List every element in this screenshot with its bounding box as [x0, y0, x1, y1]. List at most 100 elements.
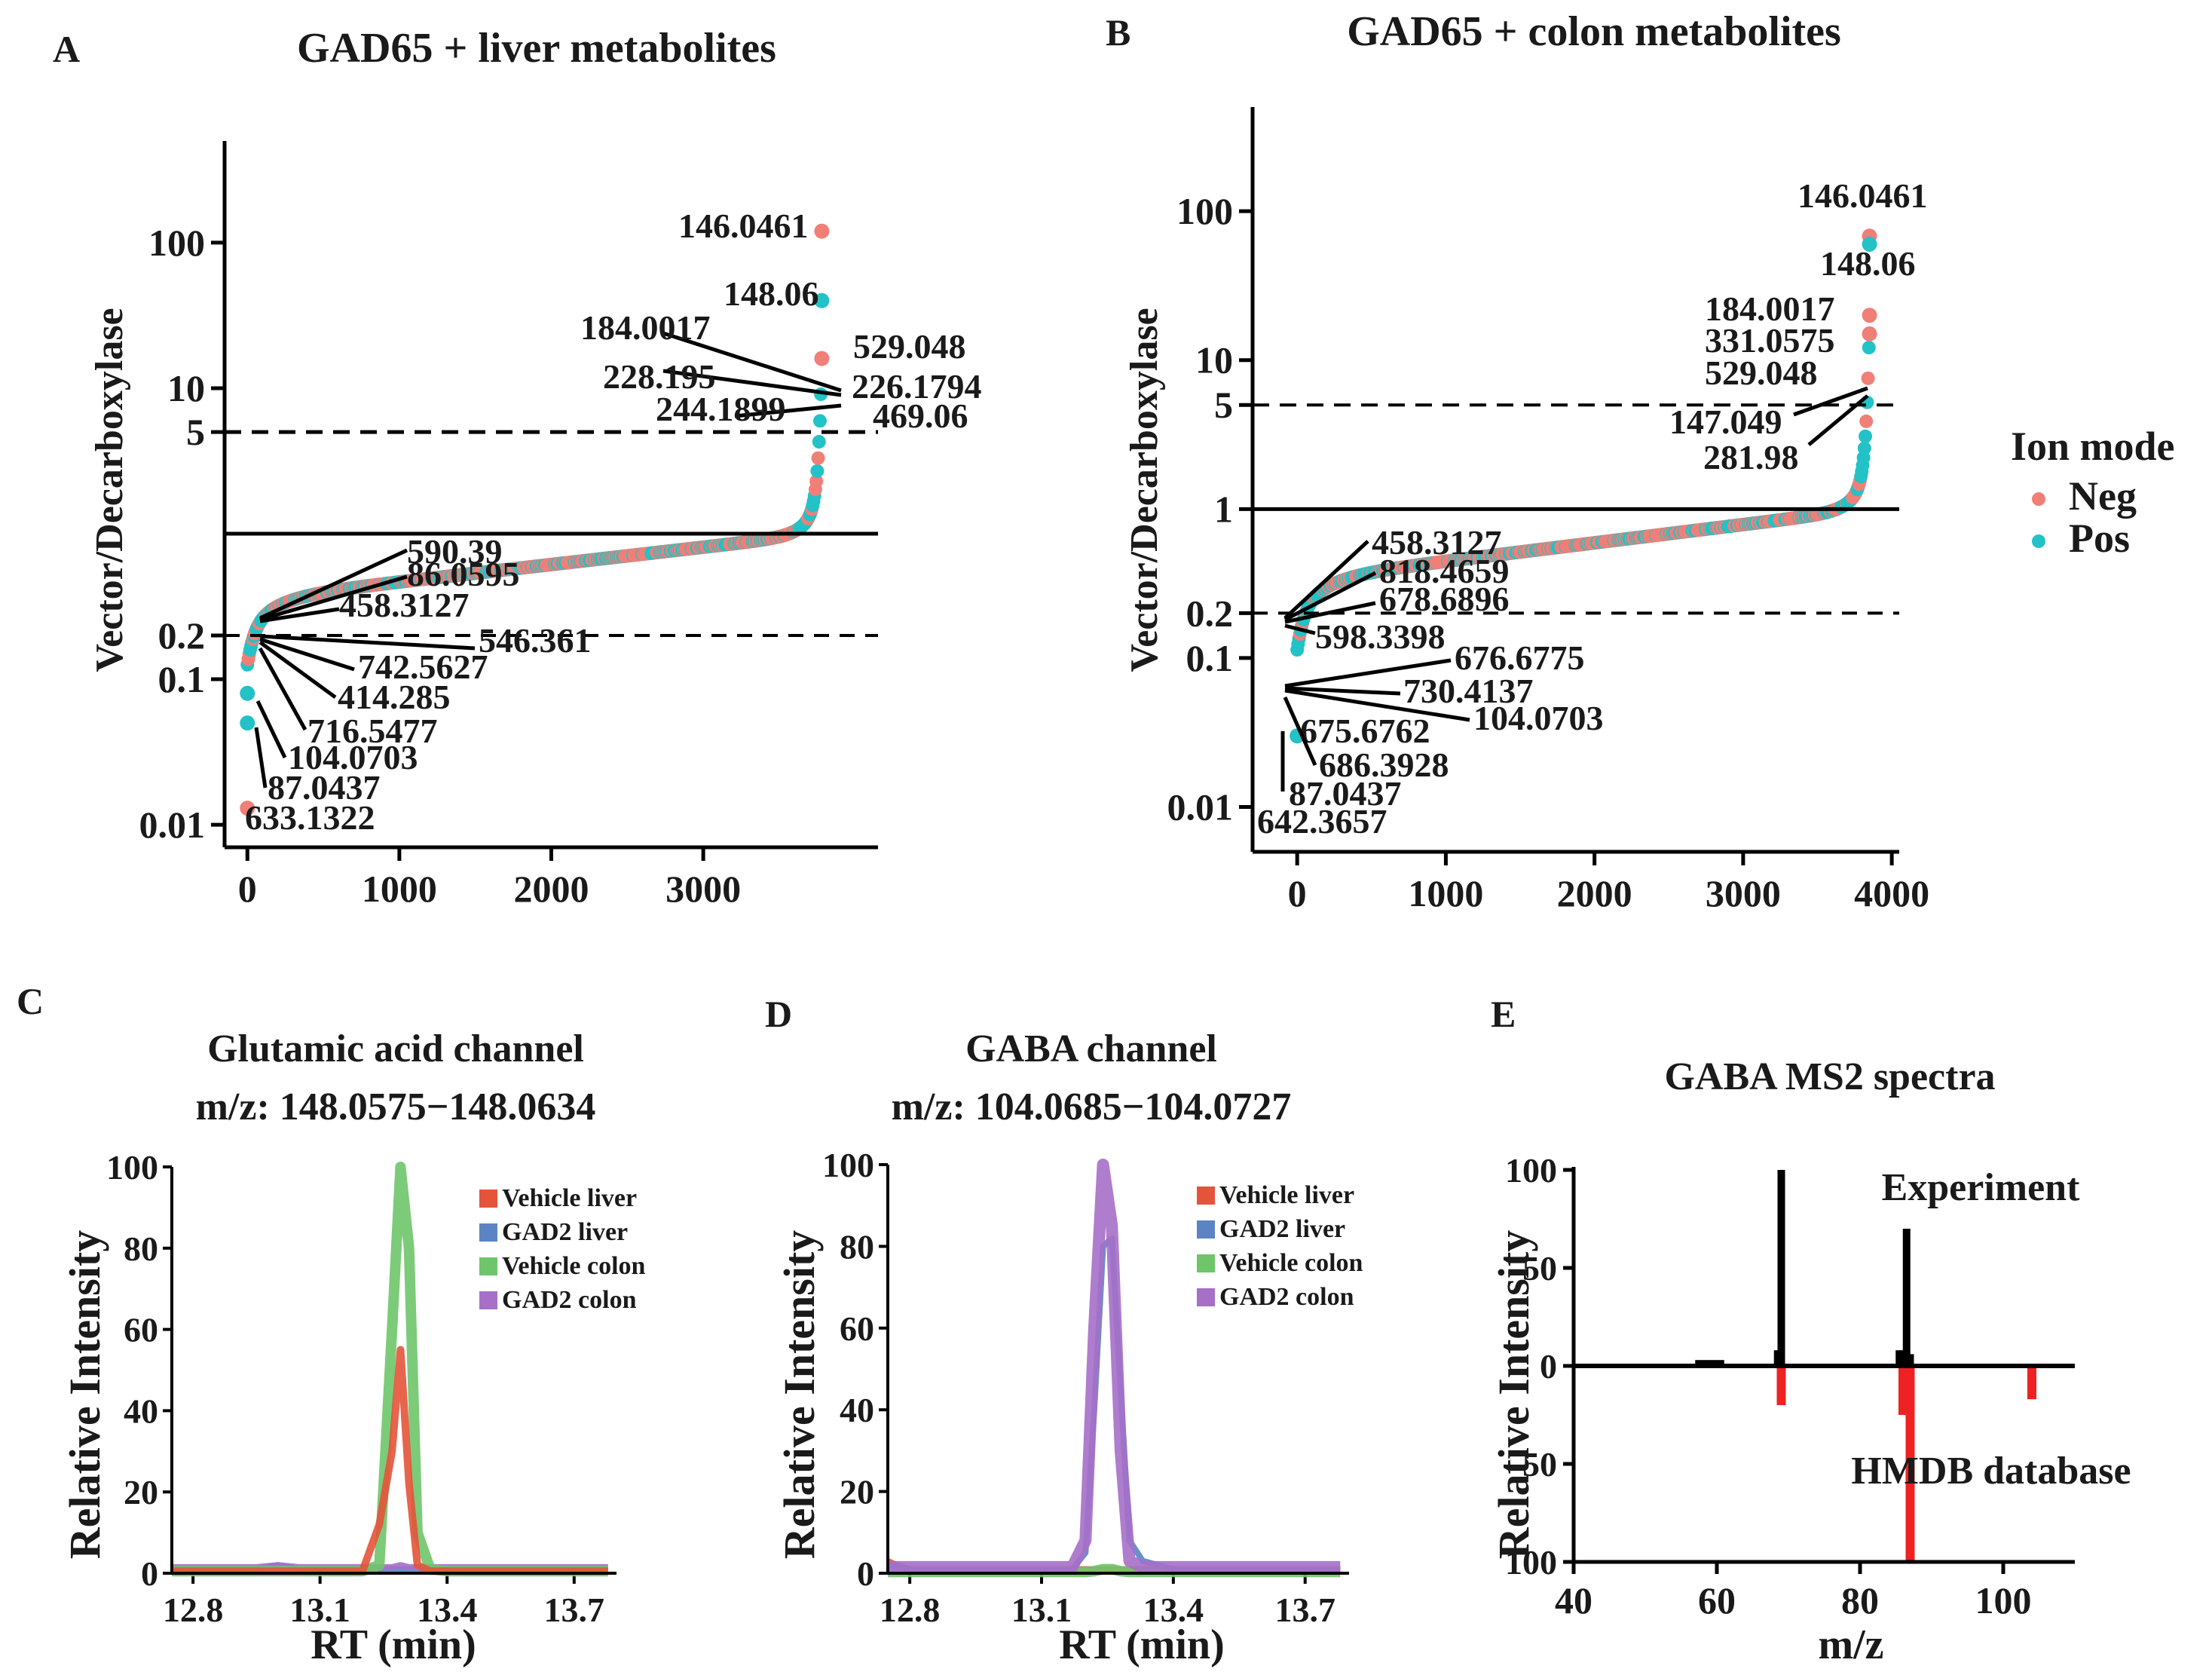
panel-e-x-axis-label: m/z — [1818, 1621, 1883, 1668]
key-point-pos — [240, 715, 255, 731]
panel-c-title-line-1: Glutamic acid channel — [207, 1027, 584, 1070]
panel-e-title: GABA MS2 spectra — [1664, 1055, 1995, 1098]
experiment-peak-bar — [1906, 1354, 1914, 1366]
panel-b-down-leader-line — [1284, 686, 1401, 696]
panel-a-up-label: 184.0017 — [580, 308, 711, 347]
panel-c-legend-label: GAD2 liver — [502, 1218, 628, 1246]
panel-b-down-label: 104.0703 — [1473, 699, 1604, 737]
panel-d-legend-swatch — [1197, 1220, 1215, 1239]
panel-c-legend-swatch — [479, 1223, 497, 1242]
panel-a-y-tick-label: 5 — [186, 411, 205, 453]
panel-d-y-tick-label: 60 — [840, 1309, 874, 1348]
panel-b-up-leader-line — [1793, 386, 1868, 417]
panel-e-y-ticks: 100 50 0 50 100 — [1505, 1151, 1574, 1582]
panel-a-y-tick-label: 0.1 — [158, 658, 206, 700]
panel-e-y-tick-label: 0 — [1540, 1347, 1557, 1386]
panel-b-y-ticks: 100 105 1 0.20.1 0.01 — [1167, 190, 1253, 828]
panel-d-y-tick-label: 20 — [840, 1473, 874, 1511]
panel-e-hmdb-label: HMDB database — [1851, 1450, 2131, 1493]
panel-c-y-axis-label: Relative Intensity — [60, 1230, 109, 1560]
panel-a-down-leader-line — [259, 637, 355, 672]
panel-b-y-tick-label: 0.2 — [1186, 592, 1234, 634]
panel-c-legend-label: Vehicle colon — [502, 1252, 646, 1280]
panel-b-y-tick-label: 100 — [1176, 190, 1233, 232]
point-pos — [812, 435, 826, 449]
panel-d-legend-swatch — [1197, 1254, 1215, 1272]
panel-b-y-axis-label: Vector/Decarboxylase — [1123, 308, 1166, 672]
panel-d-y-tick-label: 100 — [822, 1146, 874, 1184]
panel-b-down-label: 642.3657 — [1257, 802, 1387, 841]
panel-a-down-leader-line — [259, 548, 408, 620]
panel-a-down-leader-line — [259, 640, 337, 700]
panel-d: D GABA channel m/z: 104.0685−104.0727 Re… — [765, 993, 1363, 1668]
point-pos — [1859, 429, 1873, 443]
experiment-peak-bar — [1716, 1360, 1724, 1366]
panel-a-down-label: 742.5627 — [358, 648, 488, 686]
panel-e-letter: E — [1491, 993, 1516, 1035]
key-point-neg — [814, 223, 830, 239]
panel-b-x-ticks: 0 1000 2000 3000 4000 — [1288, 852, 1929, 914]
panel-a-points — [240, 223, 830, 816]
legend-pos-label: Pos — [2069, 516, 2130, 561]
panel-c-y-tick-label: 40 — [124, 1392, 158, 1430]
panel-a-up-label: 244.1899 — [656, 390, 786, 428]
panel-a-y-axis-label: Vector/Decarboxylase — [88, 308, 131, 672]
panel-b-down-leader-line — [1283, 540, 1369, 620]
panel-d-legend-label: Vehicle liver — [1219, 1181, 1354, 1209]
experiment-peak-bar — [1902, 1229, 1911, 1366]
panel-c-legend: Vehicle liver GAD2 liver Vehicle colon GAD2… — [479, 1184, 646, 1314]
panel-a-down-label: 546.361 — [479, 621, 592, 660]
panel-a-up-label: 226.1794 — [852, 367, 982, 406]
panel-b-y-tick-label: 0.01 — [1167, 786, 1234, 828]
panel-c-y-tick-label: 20 — [124, 1473, 158, 1511]
point-pos — [1857, 441, 1871, 455]
panel-a-down-leader-line — [255, 700, 287, 759]
panel-b-y-tick-label: 1 — [1214, 488, 1233, 530]
panel-d-title-line-1: GABA channel — [965, 1027, 1217, 1070]
panel-e-x-tick-label: 100 — [1975, 1579, 2032, 1621]
panel-d-y-tick-label: 80 — [840, 1227, 874, 1266]
panel-c-legend-swatch — [479, 1190, 497, 1208]
hmdb-peak-bar — [1905, 1366, 1915, 1562]
ion-mode-legend: Ion mode Neg Pos — [2011, 424, 2175, 561]
hmdb-peak-bar — [1898, 1366, 1908, 1415]
panel-c-x-ticks: 12.8 13.1 13.4 13.7 — [163, 1573, 604, 1629]
panel-b-down-leader-line — [1284, 658, 1452, 688]
panel-b-up-label: 146.0461 — [1797, 176, 1928, 215]
panel-a-down-label: 633.1322 — [245, 798, 375, 837]
panel-b-up-label: 529.048 — [1705, 354, 1818, 392]
panel-a-down-leader-line — [259, 574, 408, 622]
panel-b-letter: B — [1106, 11, 1130, 54]
panel-d-legend-swatch — [1197, 1187, 1215, 1205]
panel-b-up-label: 184.0017 — [1705, 289, 1835, 328]
panel-b-up-label: 281.98 — [1703, 438, 1799, 476]
panel-c-x-tick-label: 12.8 — [163, 1591, 224, 1629]
point-pos — [812, 414, 827, 428]
legend-neg-marker — [2032, 492, 2045, 506]
panel-a-x-tick-label: 0 — [238, 868, 257, 910]
panel-d-x-ticks: 12.8 13.1 13.4 13.7 — [880, 1573, 1335, 1629]
panel-b-down-leader-line — [1283, 571, 1377, 622]
panel-e-x-tick-label: 80 — [1841, 1579, 1879, 1621]
panel-d-trace-gad2-colon — [888, 1159, 1341, 1573]
panel-d-legend-label: GAD2 liver — [1219, 1215, 1345, 1243]
panel-a-up-label: 148.06 — [724, 274, 819, 313]
panel-e-x-ticks: 40 60 80 100 — [1555, 1562, 2032, 1621]
panel-c-x-axis-label: RT (min) — [311, 1621, 476, 1668]
hmdb-peak-bar — [1776, 1366, 1786, 1405]
panel-b-title: GAD65 + colon metabolites — [1347, 8, 1841, 55]
panel-a-down-label: 590.39 — [407, 532, 503, 571]
panel-d-x-axis-label: RT (min) — [1059, 1621, 1224, 1668]
panel-e-spectrum-bars — [1695, 1170, 2036, 1562]
panel-e-y-axis-label: Relative Intensity — [1489, 1230, 1538, 1560]
experiment-peak-bar — [1895, 1350, 1904, 1366]
panel-e-y-tick-label: 100 — [1505, 1543, 1557, 1582]
panel-d-y-tick-label: 0 — [857, 1554, 874, 1593]
panel-a-up-label: 146.0461 — [678, 207, 809, 245]
panel-d-y-tick-label: 40 — [840, 1391, 874, 1429]
panel-b-down-label: 818.4659 — [1379, 552, 1510, 590]
panel-a-up-leader-line — [662, 331, 842, 393]
